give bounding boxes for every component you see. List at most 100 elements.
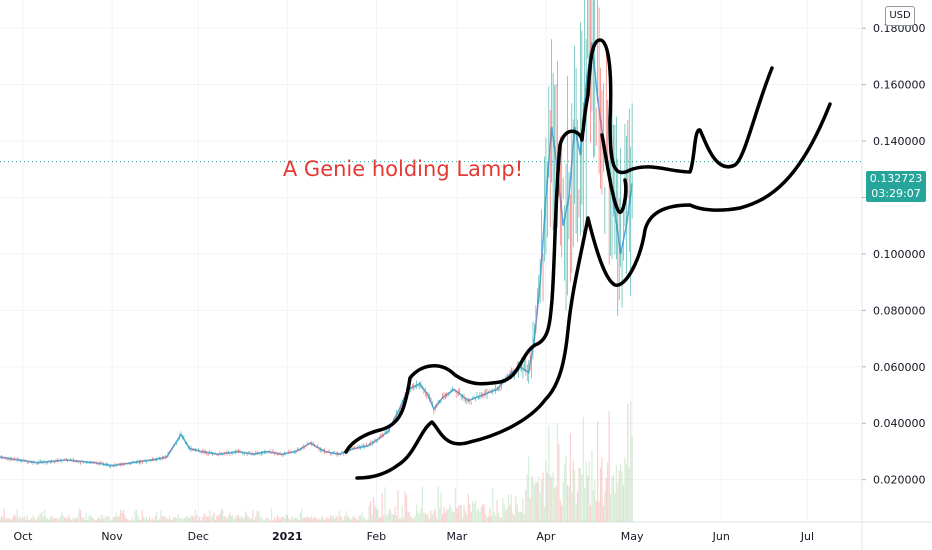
volume-bar — [601, 457, 603, 522]
volume-bar — [578, 467, 580, 522]
volume-bar — [122, 509, 125, 522]
volume-bar — [401, 506, 403, 522]
volume-bar — [147, 519, 149, 522]
volume-bar — [285, 514, 287, 522]
volume-bar — [124, 515, 126, 522]
volume-bar — [624, 457, 626, 522]
y-tick-label: 0.100000 — [873, 248, 926, 261]
volume-bar — [153, 519, 155, 522]
volume-bar — [439, 507, 441, 522]
volume-bar — [2, 516, 4, 522]
volume-bar — [160, 510, 162, 522]
volume-bar — [382, 515, 385, 522]
volume-bar — [102, 518, 105, 522]
volume-bar — [110, 520, 112, 522]
volume-bar — [43, 509, 46, 522]
volume-bar — [168, 516, 171, 522]
volume-bar — [111, 519, 113, 522]
volume-bar — [232, 515, 234, 522]
volume-bar — [499, 517, 501, 522]
genie-lamp-stroke — [600, 133, 628, 214]
current-price-tag: 0.132723 03:29:07 — [866, 171, 926, 202]
volume-bar — [12, 516, 14, 522]
volume-bar — [173, 516, 175, 522]
volume-bar — [414, 515, 416, 522]
volume-bar — [542, 472, 544, 522]
volume-bar — [551, 477, 553, 522]
volume-bar — [444, 512, 446, 522]
volume-bar — [174, 517, 176, 522]
volume-bar — [91, 517, 93, 522]
volume-bar — [446, 509, 448, 522]
volume-bar — [549, 475, 551, 522]
volume-bar — [61, 512, 63, 522]
volume-bar — [272, 520, 274, 522]
volume-bar — [33, 518, 36, 522]
volume-bar — [193, 516, 195, 522]
volume-bar — [233, 518, 235, 522]
volume-bar — [276, 515, 278, 522]
volume-bar — [569, 433, 571, 522]
volume-bar — [545, 460, 547, 522]
volume-bar — [213, 512, 215, 522]
currency-badge[interactable]: USD — [885, 6, 915, 26]
volume-bar — [566, 484, 569, 522]
volume-bar — [22, 517, 24, 522]
volume-bar — [64, 517, 66, 522]
volume-bar — [178, 518, 181, 522]
volume-bar — [337, 517, 339, 522]
moving-average-line — [0, 42, 633, 467]
volume-bar — [201, 516, 204, 522]
volume-bar — [617, 482, 619, 522]
volume-bar — [620, 463, 622, 522]
volume-bar — [255, 516, 257, 522]
volume-bar — [328, 518, 330, 522]
volume-bar — [120, 509, 122, 522]
volume-bar — [118, 515, 120, 522]
volume-bar — [387, 514, 389, 522]
volume-bar — [305, 517, 307, 522]
volume-bar — [150, 519, 152, 522]
volume-bar — [260, 517, 263, 522]
volume-bar — [591, 450, 593, 522]
volume-bar — [263, 520, 265, 522]
volume-bar — [141, 510, 143, 522]
volume-bar — [391, 514, 393, 522]
volume-bar — [301, 509, 303, 522]
volume-bar — [572, 460, 574, 522]
volume-bar — [145, 517, 148, 522]
volume-bar — [82, 517, 84, 522]
volume-bar — [8, 518, 10, 522]
volume-bar — [338, 510, 340, 522]
volume-bar — [59, 516, 61, 522]
volume-bar — [186, 515, 188, 522]
current-price-value: 0.132723 — [869, 172, 923, 185]
volume-bar — [250, 518, 253, 522]
volume-bar — [357, 520, 359, 522]
volume-bar — [421, 486, 423, 522]
genie-drawing — [344, 38, 832, 480]
volume-bar — [253, 519, 255, 522]
volume-bar — [469, 503, 471, 522]
volume-bar — [436, 518, 438, 522]
volume-bar — [210, 516, 212, 522]
volume-bar — [190, 514, 192, 522]
volume-bar — [292, 518, 294, 522]
x-tick-label: Jul — [800, 530, 814, 543]
volume-bar — [334, 518, 336, 522]
volume-bar — [375, 508, 378, 522]
volume-bar — [235, 516, 237, 522]
volume-bar — [604, 491, 606, 522]
volume-bar — [13, 514, 15, 522]
volume-bar — [397, 490, 399, 522]
volume-bar — [562, 481, 564, 522]
volume-bar — [454, 488, 457, 522]
volume-bar — [72, 517, 74, 522]
volume-bar — [450, 506, 452, 522]
volume-bar — [288, 518, 290, 522]
volume-bar — [456, 508, 458, 522]
volume-bar — [341, 517, 343, 522]
volume-bar — [374, 506, 376, 522]
volume-bar — [144, 519, 146, 522]
